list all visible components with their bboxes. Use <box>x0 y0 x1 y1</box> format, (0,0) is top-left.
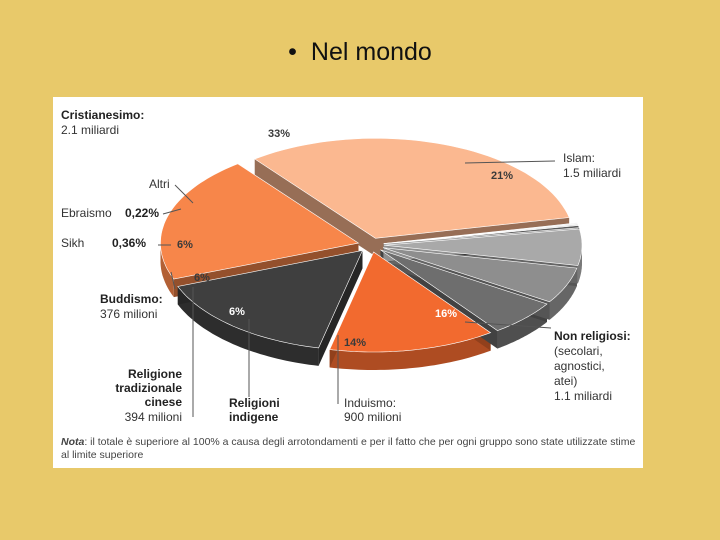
label-non-religiosi: Non religiosi: <box>554 329 631 343</box>
slice-tops <box>160 138 583 353</box>
leader-buddismo <box>170 271 176 290</box>
pct-label-cristianesimo: 33% <box>268 128 290 140</box>
pct-label-induismo: 14% <box>344 337 366 349</box>
leader-ebraismo <box>162 208 182 215</box>
pie-chart: 33% 21% 16% 14% 6% 6% 6% Cristianesimo: … <box>61 108 631 424</box>
label-islam: Islam: <box>563 151 595 165</box>
label-cinese-line1: tradizionale <box>115 381 182 395</box>
chart-note: Nota: il totale è superiore al 100% a ca… <box>61 436 636 462</box>
pie-slice-1 <box>160 163 360 280</box>
pie-slice-3 <box>329 251 492 353</box>
pct-label-indigene: 6% <box>229 306 245 318</box>
slice-face-0-1 <box>254 159 376 257</box>
label-non-religiosi-line2: agnostici, <box>554 359 605 373</box>
pie-slice-9 <box>383 222 579 244</box>
slice-side-6 <box>577 243 582 284</box>
label-cinese-line3: 394 milioni <box>125 410 182 424</box>
label-ebraismo-pct: 0,22% <box>125 206 159 220</box>
leader-altri <box>174 184 194 204</box>
label-buddismo-detail: 376 milioni <box>100 307 157 321</box>
label-sikh-pct: 0,36% <box>112 236 146 250</box>
leader-nonrel <box>464 321 552 329</box>
pie-slice-4 <box>380 249 548 331</box>
pie-slice-5 <box>382 247 578 303</box>
pct-label-cinese: 6% <box>194 272 210 284</box>
label-cristianesimo: Cristianesimo: <box>61 108 144 122</box>
label-non-religiosi-line4: 1.1 miliardi <box>554 389 612 403</box>
label-altri: Altri <box>149 177 170 191</box>
label-buddismo: Buddismo: <box>100 292 163 306</box>
pct-label-non-religiosi: 16% <box>435 308 457 320</box>
slice-side-2 <box>177 286 319 366</box>
leader-lines <box>158 160 556 417</box>
title-text: Nel mondo <box>310 38 432 66</box>
slice-side-3 <box>329 332 491 370</box>
label-cinese: Religione <box>128 367 182 381</box>
pct-label-islam: 21% <box>491 170 513 182</box>
label-induismo: Induismo: <box>344 396 396 410</box>
label-non-religiosi-line1: (secolari, <box>554 344 603 358</box>
pie-slice-0 <box>254 138 570 239</box>
note-text: : il totale è superiore al 100% a causa … <box>61 436 636 461</box>
note-label: Nota <box>61 436 85 448</box>
label-islam-detail: 1.5 miliardi <box>563 166 621 180</box>
label-non-religiosi-line3: atei) <box>554 374 577 388</box>
pct-label-buddismo: 6% <box>177 239 193 251</box>
title-bullet: • <box>288 38 297 66</box>
label-indigene-detail: indigene <box>229 410 279 424</box>
label-ebraismo: Ebraismo <box>61 206 112 220</box>
slide-title: • Nel mondo <box>0 38 720 67</box>
label-indigene: Religioni <box>229 396 280 410</box>
label-cinese-line2: cinese <box>145 395 183 409</box>
label-induismo-detail: 900 milioni <box>344 410 401 424</box>
slice-face-2-1 <box>318 250 363 366</box>
label-cristianesimo-detail: 2.1 miliardi <box>61 123 119 137</box>
pie-slice-6 <box>383 228 583 266</box>
pie-slice-2 <box>177 249 364 349</box>
pie-chart-figure: 33% 21% 16% 14% 6% 6% 6% Cristianesimo: … <box>53 97 643 468</box>
label-sikh: Sikh <box>61 236 84 250</box>
leader-islam <box>464 160 556 164</box>
